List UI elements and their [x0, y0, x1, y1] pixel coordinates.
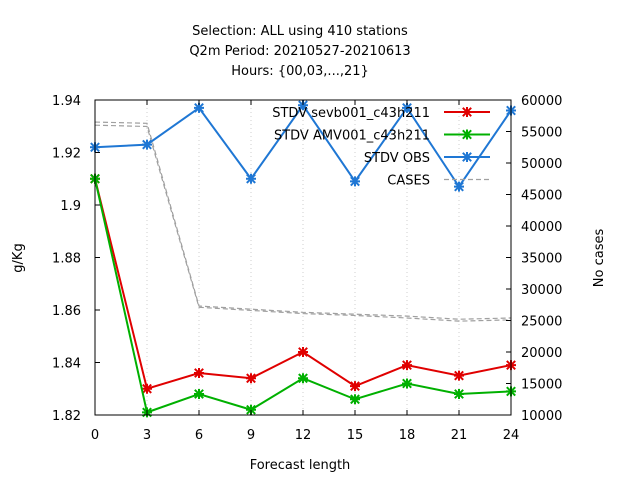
y-axis-label: g/Kg — [11, 243, 26, 272]
axis-ticks: 0 3 6 9 12 15 18 21 24 1.82 1.84 1.86 1.88 1.9 1.92 1.9… — [52, 94, 562, 443]
y2-axis-label: No cases — [592, 229, 607, 288]
x-tick-label: 18 — [399, 428, 416, 443]
data-point — [350, 394, 360, 405]
data-point — [454, 370, 464, 381]
data-point — [350, 176, 360, 187]
data-point — [142, 139, 152, 150]
data-point — [194, 368, 204, 378]
y2-tick-label: 40000 — [521, 220, 562, 235]
legend-marker — [462, 152, 472, 162]
legend-label: STDV sevb001_c43h211 — [272, 106, 430, 121]
y2-tick-label: 10000 — [521, 409, 562, 424]
y-tick-label: 1.84 — [52, 357, 81, 372]
data-point — [350, 381, 360, 392]
data-point — [194, 102, 204, 113]
series-group — [90, 100, 516, 418]
y2-tick-label: 30000 — [521, 283, 562, 298]
data-point — [246, 404, 256, 415]
y2-tick-label: 55000 — [521, 126, 562, 141]
chart-title: Selection: ALL using 410 stations Q2m Per… — [189, 24, 410, 79]
legend-label: CASES — [387, 174, 430, 189]
data-point — [142, 383, 152, 394]
data-point — [298, 100, 308, 111]
data-point — [402, 378, 412, 389]
title-line: Hours: {00,03,...,21} — [231, 64, 369, 79]
data-point — [298, 373, 308, 384]
y-tick-label: 1.94 — [52, 94, 81, 109]
x-tick-label: 15 — [347, 428, 364, 443]
data-point — [402, 102, 412, 113]
y-tick-label: 1.82 — [52, 409, 81, 424]
data-point — [298, 347, 308, 357]
x-tick-label: 12 — [295, 428, 312, 443]
legend: STDV sevb001_c43h211 STDV AMV001_c43h211 S… — [272, 106, 490, 189]
axis-labels: Forecast length g/Kg No cases — [11, 229, 607, 473]
legend-label: STDV OBS — [364, 151, 430, 166]
grid — [146, 100, 460, 415]
data-point — [246, 173, 256, 184]
y-tick-label: 1.88 — [52, 252, 81, 267]
y2-tick-label: 60000 — [521, 94, 562, 109]
data-point — [454, 181, 464, 192]
data-point — [246, 373, 256, 384]
x-axis-label: Forecast length — [250, 458, 351, 473]
y-tick-label: 1.92 — [52, 147, 81, 162]
x-tick-label: 0 — [91, 428, 99, 443]
cases-series-group — [94, 121, 512, 322]
x-tick-label: 24 — [503, 428, 520, 443]
data-point — [402, 360, 412, 371]
y2-tick-label: 50000 — [521, 157, 562, 172]
legend-marker — [462, 107, 472, 117]
cases-line — [94, 121, 512, 320]
title-line: Selection: ALL using 410 stations — [192, 24, 408, 39]
plot-frame — [94, 99, 512, 416]
legend-label: STDV AMV001_c43h211 — [274, 129, 430, 144]
y2-tick-label: 15000 — [521, 378, 562, 393]
title-line: Q2m Period: 20210527-20210613 — [189, 44, 410, 59]
x-tick-label: 6 — [195, 428, 203, 443]
x-tick-label: 3 — [143, 428, 151, 443]
x-tick-label: 21 — [451, 428, 468, 443]
x-tick-label: 9 — [247, 428, 255, 443]
y2-tick-label: 25000 — [521, 315, 562, 330]
data-point — [454, 389, 464, 399]
legend-marker — [462, 129, 472, 140]
series-line — [94, 178, 512, 391]
y2-tick-label: 20000 — [521, 346, 562, 361]
data-point — [194, 389, 204, 399]
y2-tick-label: 35000 — [521, 252, 562, 267]
y2-tick-label: 45000 — [521, 189, 562, 204]
y-tick-label: 1.86 — [52, 304, 81, 319]
cases-line — [94, 124, 512, 322]
y-tick-label: 1.9 — [60, 199, 81, 214]
